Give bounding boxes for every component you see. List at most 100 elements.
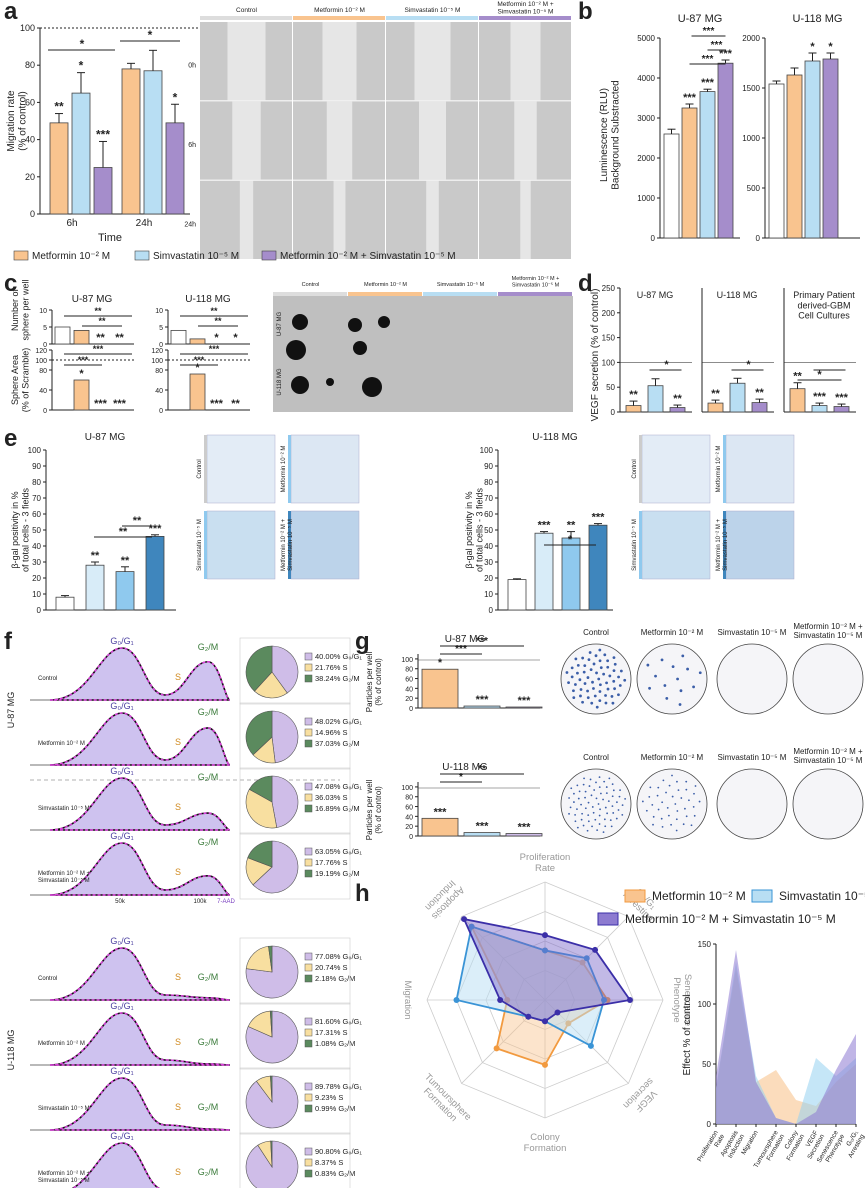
panel-g-colony [694,785,697,787]
panel-g-colony [603,818,606,821]
panel-f-peak-label: G₀/G₁ [110,1066,133,1076]
panel-f-pie-legend-label: 89.78% G₀/G₁ [315,1082,362,1091]
panel-d-title: Primary Patient derived-GBM Cell Cultures [793,290,855,321]
panel-g-colony [651,803,654,806]
panel-g-colony [612,789,615,792]
panel-f-pie-legend-label: 8.37% S [315,1158,343,1167]
panel-c-top-chart-bar [170,329,187,345]
panel-g-colony [665,791,667,794]
panel-c-top-chart-ytick-label: 10 [39,308,47,315]
panel-c-top-chart-ytick-label: 5 [159,325,163,332]
panel-d-bracket-star: * [664,359,669,371]
panel-f-peak-label: S [175,737,181,747]
panel-b-chart-bar [699,91,716,239]
panel-d-bracket-star: * [746,359,751,371]
panel-f-pie-legend-swatch [304,847,313,856]
panel-f-pie-legend-label: 47.08% G₀/G₁ [315,782,362,791]
panel-h-area-series [716,950,856,1124]
panel-g-colony [587,801,590,804]
panel-a-image-col-bar [200,16,292,20]
panel-g-colony [573,792,575,795]
panel-g-well [792,643,864,715]
panel-g-colony [690,824,693,827]
panel-g-colony [692,685,695,689]
panel-h-radar-point [493,1045,500,1052]
panel-g-well [716,768,788,840]
panel-g-colony [667,814,670,817]
panel-f-axis-tick: 100k [193,899,207,905]
panel-g-colony [675,829,678,832]
panel-d-chart-ytick-label: 100 [602,358,616,367]
panel-h-radar-point [542,947,548,954]
panel-f-pie-legend-label: 17.76% S [315,858,348,867]
panel-b-chart-ytick-label: 1000 [637,194,655,203]
panel-f-pie-legend-swatch [304,869,313,878]
panel-f-pie-box [239,1067,351,1135]
panel-f-peak-label: S [175,1037,181,1047]
panel-b-chart-bar [804,60,821,239]
panel-g-colony [682,823,685,826]
panel-a-ytick-label: 100 [20,23,35,33]
panel-a-image-col-label: Control [236,7,258,14]
panel-b-chart-ytick-label: 3000 [637,114,655,123]
panel-f-pie-slice [245,945,299,999]
panel-d-chart-star: *** [813,391,827,403]
panel-c-image-col-bar [348,292,422,296]
panel-g-colony [610,695,614,698]
panel-e-chart-ytick-label: 40 [484,542,493,551]
panel-g-colony [679,689,683,693]
panel-f-histogram [49,842,231,896]
panel-f-pie-legend-label: 81.60% G₀/G₁ [315,1017,362,1026]
panel-g-colony [565,671,569,674]
panel-g-colony [617,693,620,697]
panel-g-colony [599,666,603,670]
panel-g-colony [576,826,579,829]
panel-g-chart-ytick-label: 20 [405,824,413,831]
panel-g-colony [605,786,608,788]
panel-f-pie-legend-swatch [304,952,313,961]
panel-g-colony [649,786,652,789]
panel-b-chart-ytick-label: 0 [651,234,656,243]
panel-g-colony [581,812,584,815]
panel-h-radar-point [587,1042,594,1049]
panel-e-u87-image-color-strip [288,511,291,579]
panel-g-colony [661,801,664,804]
panel-h-radar-point [525,1013,532,1020]
panel-f-pie-slice [268,945,273,973]
panel-c-ylabel-top: Number ofsphere per well [10,279,30,340]
panel-e-u118-image-label: Metformin 10⁻² M +Simvastatin 10⁻⁵ M [716,518,729,571]
panel-g-colony [568,797,570,799]
panel-f-peak-label: S [175,1167,181,1177]
panel-f-row-label: Simvastatin 10⁻⁵ M [38,805,90,812]
panel-f-pie-legend-label: 90.80% G₀/G₁ [315,1147,362,1156]
panel-h-legend-swatch [597,912,619,926]
panel-c-bottom-chart-star: * [195,362,200,374]
panel-f-pie-slice [271,645,299,694]
panel-g-colony [591,680,594,684]
panel-label-c: c [4,270,18,297]
panel-g-chart-ytick-label: 60 [405,677,413,684]
panel-g-colony [578,790,581,793]
panel-e-chart-ytick-label: 90 [484,462,493,471]
panel-e-chart-bar [507,579,527,611]
panel-g-colony [584,807,587,810]
panel-e-u87-image-color-strip [288,435,291,503]
panel-g-colony [573,801,575,803]
panel-g-colony [685,815,688,818]
panel-f-row-label: Control [38,676,57,682]
panel-g-colony [593,789,596,791]
panel-a-scratch-gap [426,180,439,259]
panel-g-chart-bar [505,833,543,837]
panel-f-pie-legend-label: 20.74% S [315,963,348,972]
panel-e-chart-ytick-label: 80 [484,478,493,487]
panel-f-pie-legend-label: 77.08% G₀/G₁ [315,952,362,961]
panel-d-chart-star: ** [673,393,682,405]
panel-g-colony [661,825,664,828]
panel-f-pie-slice [247,840,273,868]
panel-d-chart-bar [647,385,664,413]
panel-g-colony [574,683,577,686]
panel-f-histogram-fit [49,647,231,701]
panel-g-chart-ytick-label: 60 [405,805,413,812]
panel-f-pie-slice [270,1140,273,1168]
panel-f-pie-legend-label: 16.89% G₂/M [315,804,360,813]
